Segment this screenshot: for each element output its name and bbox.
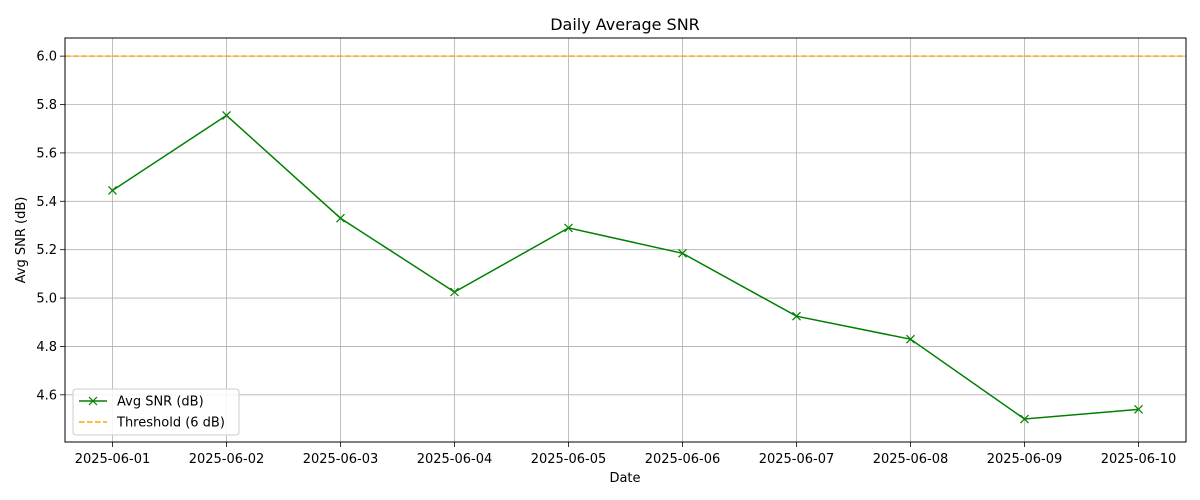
x-tick-label: 2025-06-02 [189, 452, 265, 467]
y-tick-label: 5.8 [36, 98, 57, 113]
data-point [108, 185, 117, 195]
data-point-marker-stroke [108, 185, 117, 195]
y-tick-label: 5.2 [36, 243, 57, 258]
x-axis: 2025-06-01 2025-06-02 2025-06-03 2025-06-04… [75, 442, 1177, 467]
data-point [564, 223, 573, 233]
y-axis-title: Avg SNR (dB) [14, 197, 29, 284]
x-tick-label: 2025-06-06 [645, 452, 721, 467]
chart-title: Daily Average SNR [550, 15, 700, 34]
data-point-marker-stroke [678, 248, 687, 258]
legend-marker-snr [88, 396, 98, 406]
data-point-marker-stroke [1020, 414, 1029, 424]
x-tick-label: 2025-06-04 [417, 452, 493, 467]
data-point [678, 248, 687, 258]
x-tick-label: 2025-06-07 [759, 452, 835, 467]
legend-label-snr: Avg SNR (dB) [117, 395, 204, 410]
data-point-marker-stroke [1134, 404, 1143, 414]
series-line [112, 114, 1139, 420]
legend-box [72, 388, 240, 436]
data-point-marker-stroke [564, 223, 573, 233]
x-tick-label: 2025-06-01 [75, 452, 151, 467]
y-tick-label: 5.6 [36, 146, 57, 161]
grid [65, 38, 1186, 442]
y-tick-label: 5.4 [36, 195, 57, 210]
x-tick-label: 2025-06-03 [303, 452, 379, 467]
data-point [792, 311, 801, 321]
y-axis: 4.6 4.8 5.0 5.2 5.4 5.6 5.8 6.0 [36, 50, 65, 403]
data-point [1134, 404, 1143, 414]
legend-label-threshold: Threshold (6 dB) [116, 416, 225, 431]
y-tick-label: 6.0 [36, 50, 57, 65]
x-tick-label: 2025-06-09 [987, 452, 1063, 467]
x-tick-label: 2025-06-05 [531, 452, 607, 467]
data-point-marker-stroke [792, 311, 801, 321]
data-point [450, 287, 459, 297]
data-point-marker-stroke [906, 334, 915, 344]
y-tick-label: 5.0 [36, 292, 57, 307]
x-tick-label: 2025-06-10 [1101, 452, 1177, 467]
data-point [906, 334, 915, 344]
data-point-marker-stroke [450, 287, 459, 297]
data-point [1020, 414, 1029, 424]
data-point [222, 110, 231, 120]
plot-frame [64, 37, 1187, 443]
data-point-marker-stroke [336, 213, 345, 223]
series [108, 110, 1143, 424]
x-axis-title: Date [609, 471, 640, 486]
legend: Avg SNR (dB) Threshold (6 dB) [72, 388, 240, 436]
x-tick-label: 2025-06-08 [873, 452, 949, 467]
data-point-marker-stroke [222, 110, 231, 120]
y-tick-label: 4.8 [36, 340, 57, 355]
y-tick-label: 4.6 [36, 388, 57, 403]
data-point [336, 213, 345, 223]
